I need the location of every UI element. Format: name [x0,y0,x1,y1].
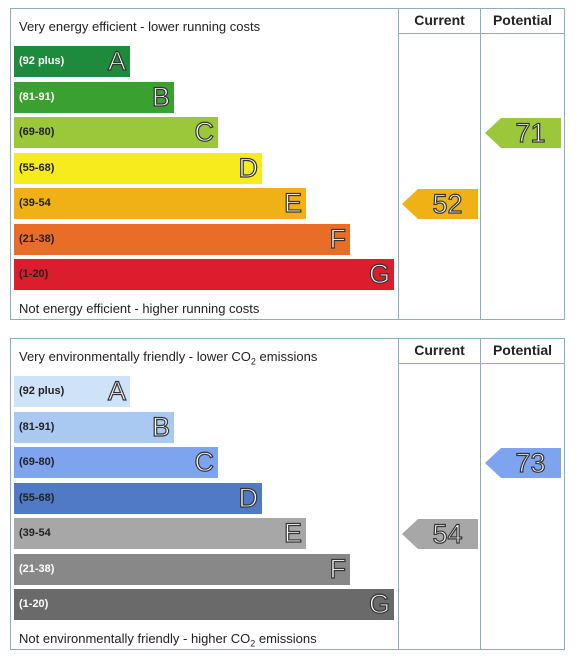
header-divider [398,363,565,364]
band-f: (21-38) F [14,553,350,585]
band-letter: G [368,588,390,619]
band-range-label: (92 plus) [19,385,65,397]
band-range-label: (81-91) [19,420,55,433]
band-e: (39-54 E [14,187,306,219]
column-divider [398,8,399,320]
column-divider [398,338,399,650]
current-rating-value: 52 [432,188,463,219]
band-letter: G [368,258,390,289]
rating-arrow-fill [401,188,478,219]
band-letter: A [107,375,126,406]
environmental-impact-chart: Current Potential Very environmentally f… [10,338,565,650]
bottom-caption-suffix: emissions [255,631,317,646]
band-range-label: (1-20) [19,598,49,610]
band-range-label: (21-38) [19,562,55,575]
band-letter: B [151,411,170,442]
band-letter: C [194,116,215,147]
column-divider [480,8,481,320]
rating-arrow-fill [484,117,561,148]
band-g: (1-20) G [14,588,394,620]
band-b: (81-91) B [14,411,174,443]
band-letter: C [194,446,215,477]
current-column-header: Current [414,12,465,28]
band-range-label: (81-91) [19,90,55,103]
potential-rating-arrow: 71 [484,117,561,148]
bottom-caption: Not environmentally friendly - higher CO… [19,631,317,649]
top-caption: Very energy efficient - lower running co… [19,19,261,34]
rating-arrow-fill [401,518,478,549]
potential-column-header: Potential [492,342,553,358]
band-range-label: (55-68) [19,491,55,504]
chart-frame [10,8,565,320]
current-rating-arrow: 54 [401,518,478,549]
rating-arrow-shape [484,447,561,478]
band-b: (81-91) B [14,81,174,113]
bottom-caption-sub: 2 [250,638,256,649]
top-caption-sub: 2 [250,356,256,367]
potential-rating-arrow: 73 [484,447,561,478]
band-letter: B [151,81,170,112]
potential-rating-value: 73 [515,447,546,478]
band-c: (69-80) C [14,116,218,148]
band-range-label: (92 plus) [19,55,65,67]
band-range-label: (39-54 [19,197,51,209]
rating-arrow-shape [401,518,478,549]
band-range-label: (55-68) [19,161,55,174]
top-caption-suffix: emissions [255,349,318,364]
band-range-label: (39-54 [19,527,51,539]
band-d: (55-68) D [14,152,262,184]
energy-efficiency-chart: Current Potential Very energy efficient … [10,8,565,320]
band-g: (1-20) G [14,258,394,290]
band-letter: F [329,553,347,584]
current-column-header: Current [414,342,465,358]
chart-frame [10,338,565,650]
current-rating-value: 54 [432,518,463,549]
current-rating-arrow: 52 [401,188,478,219]
band-range-label: (69-80) [19,126,55,138]
band-d: (55-68) D [14,482,262,514]
band-range-label: (69-80) [19,456,55,468]
bottom-caption: Not energy efficient - higher running co… [19,301,260,316]
band-letter: F [329,223,347,254]
band-f: (21-38) F [14,223,350,255]
column-divider [480,338,481,650]
bottom-caption-prefix: Not environmentally friendly - higher CO [19,631,251,646]
band-letter: E [283,517,302,548]
band-range-label: (21-38) [19,232,55,245]
rating-arrow-shape [401,188,478,219]
band-letter: D [238,152,259,183]
potential-column-header: Potential [492,12,553,28]
band-e: (39-54 E [14,517,306,549]
band-range-label: (1-20) [19,268,49,280]
top-caption-prefix: Very environmentally friendly - lower CO [19,349,251,364]
band-letter: D [238,482,259,513]
band-c: (69-80) C [14,446,218,478]
header-divider [398,33,565,34]
band-letter: E [283,187,302,218]
band-a: (92 plus) A [14,45,130,77]
potential-rating-value: 71 [515,117,546,148]
band-letter: A [107,45,126,76]
rating-arrow-fill [484,447,561,478]
band-a: (92 plus) A [14,375,130,407]
rating-arrow-shape [484,117,561,148]
top-caption: Very environmentally friendly - lower CO… [19,349,317,367]
